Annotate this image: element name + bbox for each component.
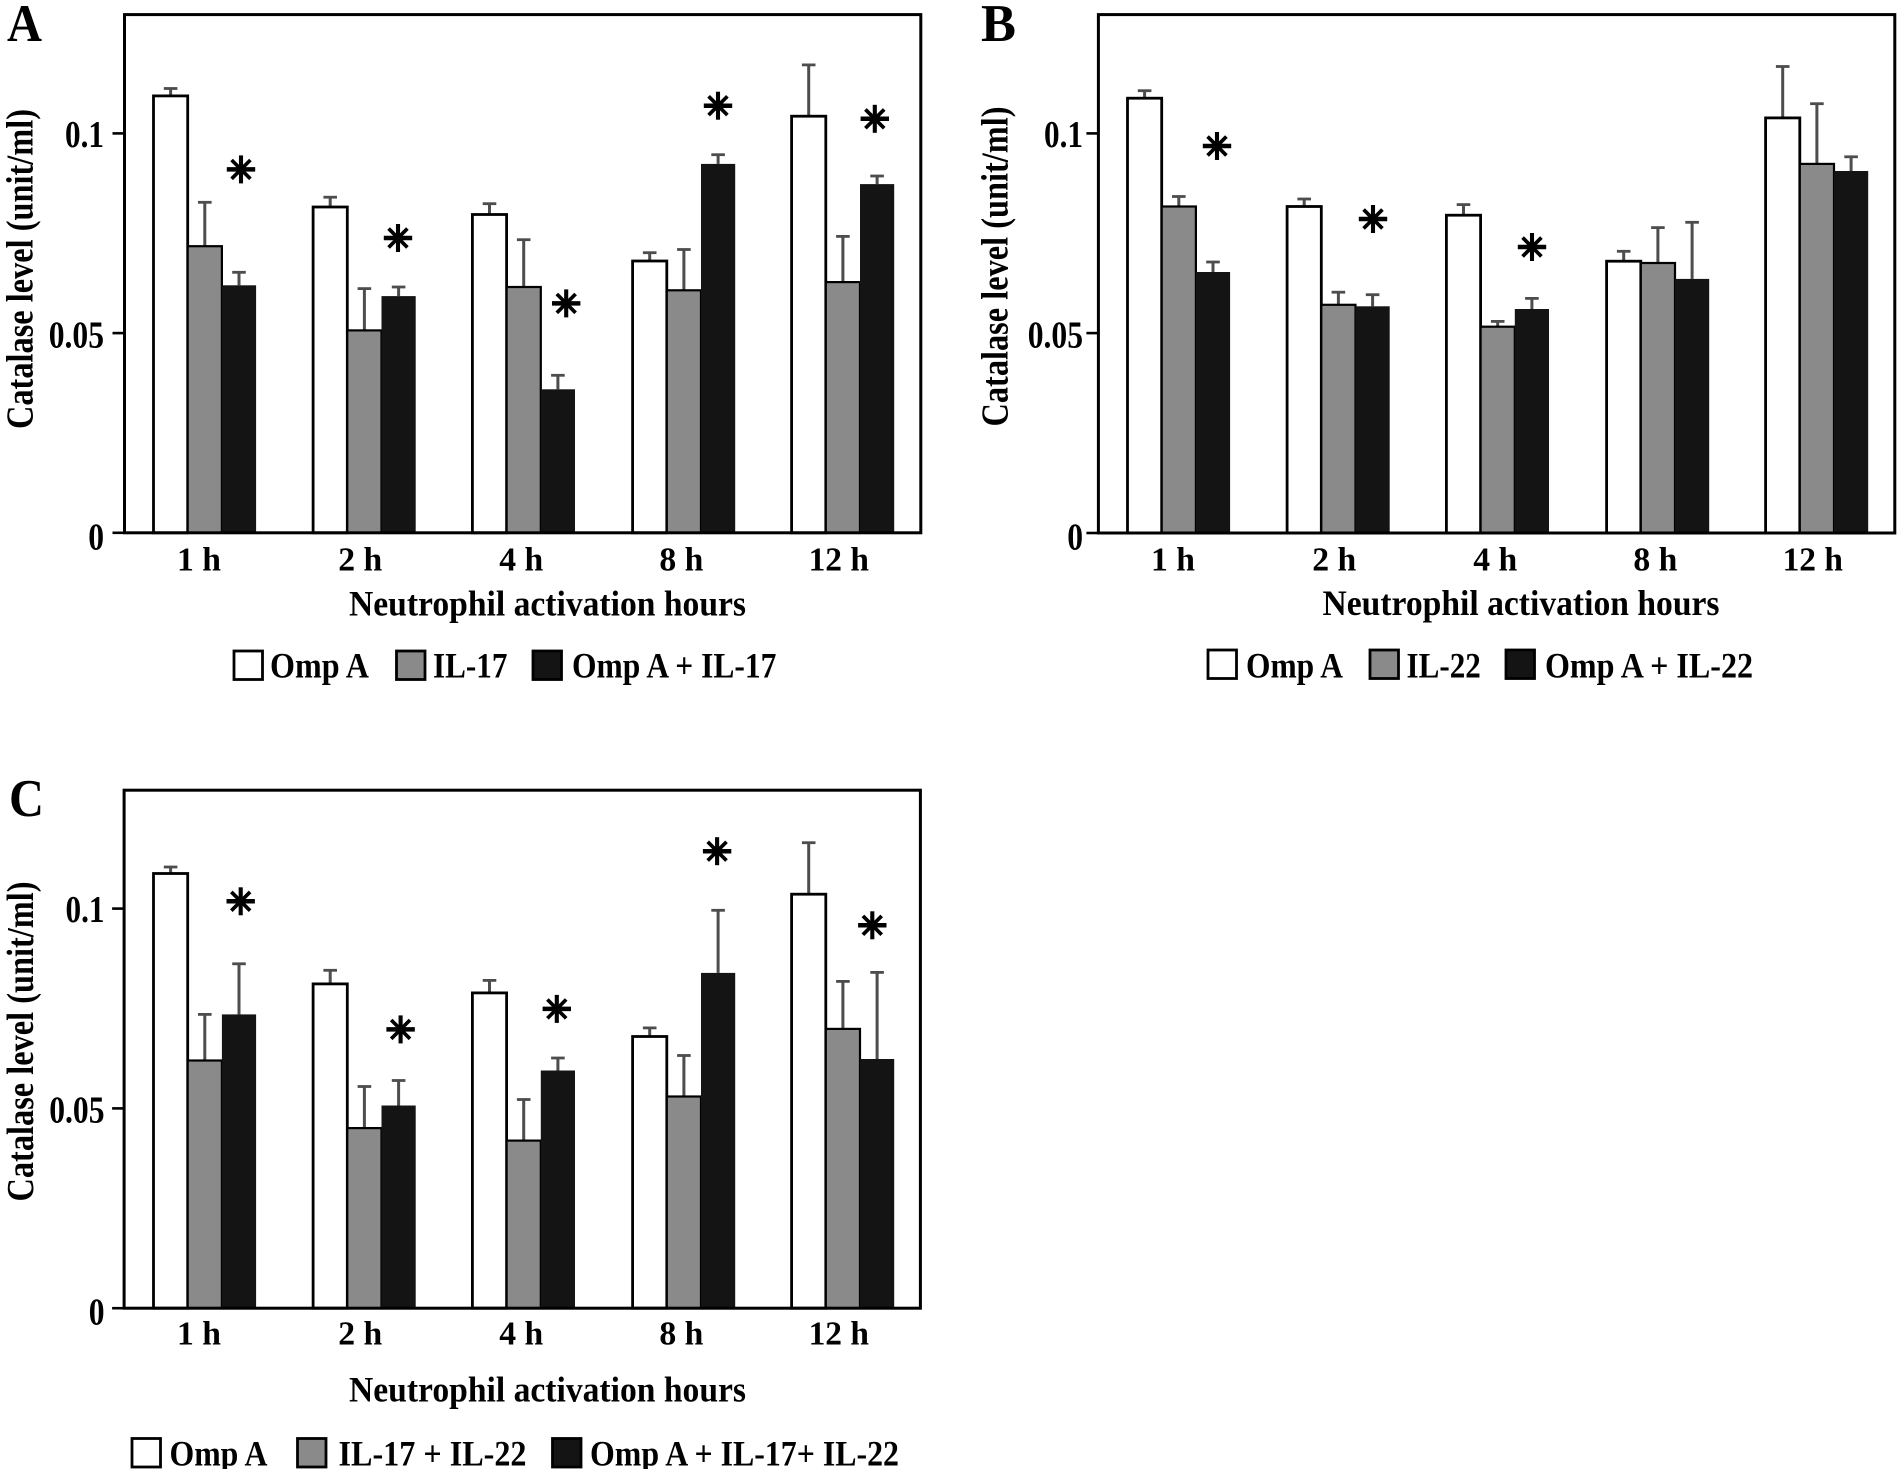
- svg-text:Omp A: Omp A: [1246, 646, 1343, 686]
- svg-text:8 h: 8 h: [1633, 541, 1677, 578]
- svg-text:A: A: [7, 0, 42, 53]
- svg-text:Neutrophil activation hours: Neutrophil activation hours: [349, 584, 746, 624]
- svg-text:4 h: 4 h: [499, 541, 543, 578]
- svg-text:2 h: 2 h: [1312, 541, 1356, 578]
- svg-text:2 h: 2 h: [338, 541, 382, 578]
- svg-text:1 h: 1 h: [177, 1315, 221, 1352]
- svg-text:2 h: 2 h: [338, 1315, 382, 1352]
- svg-text:Omp A + IL-17+ IL-22: Omp A + IL-17+ IL-22: [590, 1434, 899, 1469]
- svg-text:Neutrophil activation hours: Neutrophil activation hours: [1323, 583, 1720, 623]
- svg-text:0: 0: [89, 1292, 105, 1334]
- svg-text:0.05: 0.05: [49, 1090, 104, 1132]
- svg-text:IL-17 + IL-22: IL-17 + IL-22: [339, 1434, 527, 1469]
- svg-text:1 h: 1 h: [1151, 541, 1195, 578]
- svg-text:4 h: 4 h: [499, 1315, 543, 1352]
- svg-text:Omp A + IL-17: Omp A + IL-17: [572, 646, 776, 686]
- svg-text:IL-22: IL-22: [1407, 646, 1481, 686]
- svg-text:0.1: 0.1: [1044, 114, 1083, 156]
- svg-text:12 h: 12 h: [1783, 541, 1843, 578]
- svg-text:0: 0: [1067, 517, 1083, 559]
- svg-text:Omp A + IL-22: Omp A + IL-22: [1545, 646, 1753, 686]
- svg-text:IL-17: IL-17: [433, 646, 507, 686]
- svg-text:Neutrophil activation hours: Neutrophil activation hours: [349, 1370, 746, 1410]
- svg-text:Catalase level (unit/ml): Catalase level (unit/ml): [974, 107, 1016, 427]
- svg-text:0.1: 0.1: [65, 114, 104, 156]
- svg-text:0.05: 0.05: [49, 314, 104, 356]
- svg-text:Catalase level (unit/ml): Catalase level (unit/ml): [0, 882, 42, 1202]
- svg-text:8 h: 8 h: [659, 1315, 703, 1352]
- svg-text:8 h: 8 h: [659, 541, 703, 578]
- svg-text:12 h: 12 h: [809, 1315, 869, 1352]
- svg-text:0.1: 0.1: [66, 889, 105, 931]
- svg-text:C: C: [9, 770, 44, 828]
- svg-text:0: 0: [88, 517, 104, 559]
- svg-text:Omp A: Omp A: [170, 1434, 268, 1469]
- svg-text:B: B: [981, 0, 1016, 53]
- svg-text:Omp A: Omp A: [270, 646, 369, 686]
- svg-text:12 h: 12 h: [809, 541, 869, 578]
- svg-text:0.05: 0.05: [1028, 314, 1083, 356]
- svg-text:Catalase level (unit/ml): Catalase level (unit/ml): [0, 109, 41, 429]
- svg-text:1 h: 1 h: [177, 541, 221, 578]
- svg-text:4 h: 4 h: [1473, 541, 1517, 578]
